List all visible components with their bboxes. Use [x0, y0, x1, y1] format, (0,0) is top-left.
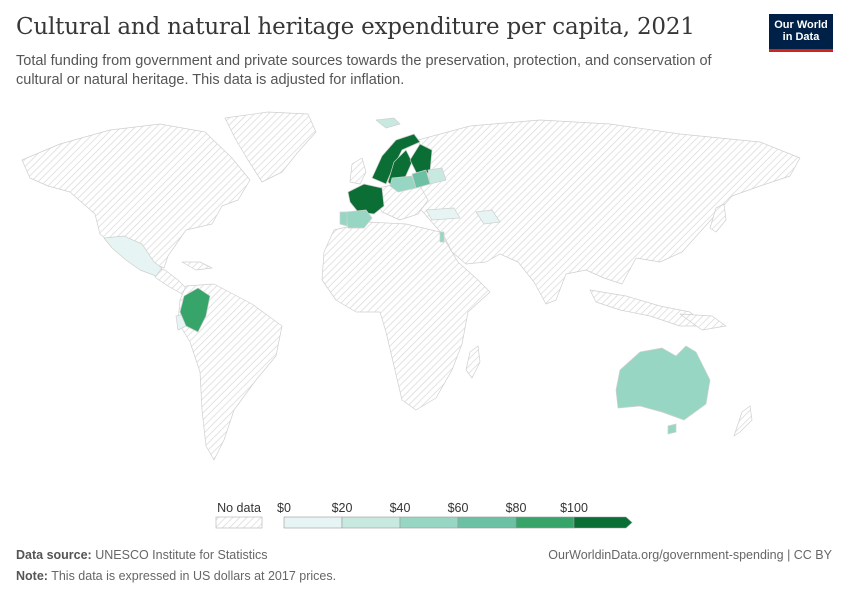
belarus-shape[interactable] — [427, 167, 447, 185]
north-america-shape — [21, 123, 251, 269]
legend-tick-label-5: $100 — [560, 501, 588, 515]
legend-tick-label-3: $60 — [448, 501, 469, 515]
logo-line-1: Our World — [774, 19, 828, 31]
chart-title: Cultural and natural heritage expenditur… — [16, 14, 695, 40]
legend-swatch-1 — [341, 516, 401, 529]
eurasia-shape — [415, 119, 801, 305]
japan-shape — [709, 203, 727, 233]
legend-tick-label-2: $40 — [390, 501, 411, 515]
map-legend: No data $0 $20 $40 $60 $80 $100 — [215, 501, 633, 529]
colombia-shape[interactable] — [179, 287, 211, 333]
israel-shape[interactable] — [439, 231, 445, 243]
chart-note: Note: This data is expressed in US dolla… — [16, 569, 336, 583]
new-zealand-shape — [733, 405, 753, 437]
poland-shape[interactable] — [389, 175, 417, 193]
data-source-text: UNESCO Institute for Statistics — [95, 548, 268, 562]
new-guinea-shape — [679, 313, 727, 331]
australia-shape[interactable] — [615, 345, 711, 421]
note-text: This data is expressed in US dollars at … — [51, 569, 337, 583]
legend-tick-label-4: $80 — [506, 501, 527, 515]
portugal-shape[interactable] — [339, 211, 348, 227]
legend-tick-label-1: $20 — [332, 501, 353, 515]
iceland-shape[interactable] — [375, 117, 401, 129]
data-source: Data source: UNESCO Institute for Statis… — [16, 548, 268, 562]
legend-swatch-3 — [457, 516, 517, 529]
azerbaijan-shape[interactable] — [475, 209, 501, 225]
mexico-shape[interactable] — [103, 235, 163, 277]
caribbean-shape — [181, 261, 213, 271]
legend-no-data-swatch — [215, 516, 263, 529]
spain-shape[interactable] — [345, 209, 373, 229]
chart-subtitle: Total funding from government and privat… — [16, 53, 712, 88]
legend-swatch-4 — [515, 516, 575, 529]
data-source-label: Data source: — [16, 548, 92, 562]
logo-line-2: in Data — [782, 31, 820, 43]
legend-swatch-2 — [399, 516, 459, 529]
africa-shape — [321, 221, 491, 411]
tasmania-shape[interactable] — [667, 423, 677, 435]
legend-swatch-0 — [283, 516, 343, 529]
uk-shape — [349, 157, 367, 185]
france-shape[interactable] — [347, 183, 385, 215]
note-label: Note: — [16, 569, 48, 583]
madagascar-shape — [465, 345, 481, 379]
south-america-shape — [177, 283, 283, 461]
norway-shape[interactable] — [371, 133, 421, 185]
owid-logo[interactable]: Our World in Data — [769, 14, 833, 52]
legend-swatch-5 — [573, 516, 633, 529]
legend-no-data-label: No data — [217, 501, 261, 515]
legend-tick-label-0: $0 — [277, 501, 291, 515]
turkey-shape[interactable] — [425, 207, 461, 221]
greenland-shape — [224, 111, 317, 183]
world-map — [21, 111, 801, 461]
source-url[interactable]: OurWorldinData.org/government-spending |… — [548, 548, 832, 562]
southeast-asia-shape — [589, 289, 707, 327]
